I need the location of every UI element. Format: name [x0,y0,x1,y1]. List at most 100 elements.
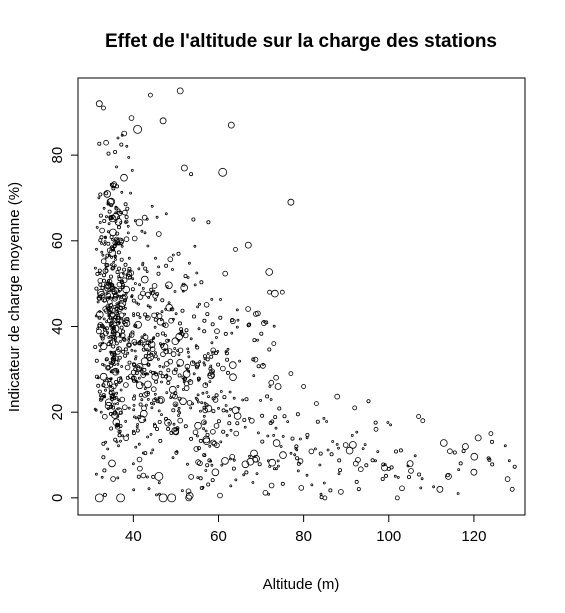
data-point [128,275,133,280]
data-point [115,231,120,236]
data-point [107,313,111,317]
data-point [177,353,181,357]
data-point [220,365,226,372]
data-point [265,268,274,276]
data-point [184,328,189,333]
data-point [236,318,240,322]
data-point [228,414,231,418]
data-point [94,286,99,291]
data-point [354,479,359,484]
data-point [376,450,380,454]
data-point [130,287,135,292]
data-point [137,267,141,271]
data-point [172,422,176,426]
data-point [106,342,111,347]
data-point [132,403,136,407]
data-point [452,450,457,455]
data-point [247,416,251,420]
data-point [119,339,122,343]
data-point [116,402,119,405]
data-point [201,419,207,426]
data-point [135,425,139,429]
data-point [94,266,97,270]
data-point [337,446,340,450]
data-point [115,424,119,428]
data-point [266,434,270,438]
data-point [121,336,126,341]
data-point [110,266,115,271]
data-point [503,444,507,448]
data-point [191,402,195,406]
data-point [210,322,215,327]
data-point [273,415,278,420]
data-point [112,332,117,337]
data-point [244,470,249,475]
data-point [145,475,149,479]
data-point [202,382,209,389]
data-point [106,247,113,254]
data-point [396,475,400,479]
data-point [121,320,126,325]
data-point [293,453,297,457]
data-point [180,308,185,313]
data-point [249,417,255,424]
data-point [120,173,128,182]
data-point [208,380,212,384]
data-point [100,324,105,329]
data-point [143,387,147,391]
data-point [120,190,124,194]
data-point [386,421,390,424]
data-point [512,464,517,469]
data-point [228,390,232,394]
data-point [107,335,111,339]
data-point [129,191,133,195]
data-point [202,361,206,365]
data-point [192,372,196,376]
data-point [169,430,174,435]
data-point [143,231,147,235]
data-point [141,214,148,221]
data-point [406,474,411,479]
data-point [177,347,184,354]
data-point [214,328,220,335]
data-point [134,325,137,328]
data-point [96,327,100,331]
data-point [256,364,261,369]
data-point [154,471,164,481]
data-point [104,191,109,196]
data-point [147,487,151,491]
data-point [119,388,123,392]
data-point [406,460,414,468]
data-point [199,280,204,285]
data-point [95,100,103,108]
data-point [121,434,125,438]
data-point [121,271,125,275]
data-point [444,472,452,480]
data-point [229,361,237,369]
data-point [97,389,102,394]
data-point [287,198,295,206]
data-point [235,325,239,329]
data-point [121,277,128,284]
data-point [171,268,174,271]
data-point [216,362,221,367]
data-point [126,351,130,355]
data-point [176,358,185,367]
data-point [100,250,104,254]
data-point [135,312,140,317]
data-point [123,262,128,267]
data-point [507,459,511,463]
data-point [138,283,142,287]
data-point [123,322,128,327]
data-point [252,374,256,378]
data-point [231,466,236,471]
data-point [204,404,213,413]
data-point [268,458,277,467]
data-point [138,315,142,319]
data-point [420,418,426,424]
data-point [153,317,158,322]
data-point [101,105,106,111]
data-point [277,406,282,411]
data-point [199,409,202,413]
data-point [322,481,326,485]
